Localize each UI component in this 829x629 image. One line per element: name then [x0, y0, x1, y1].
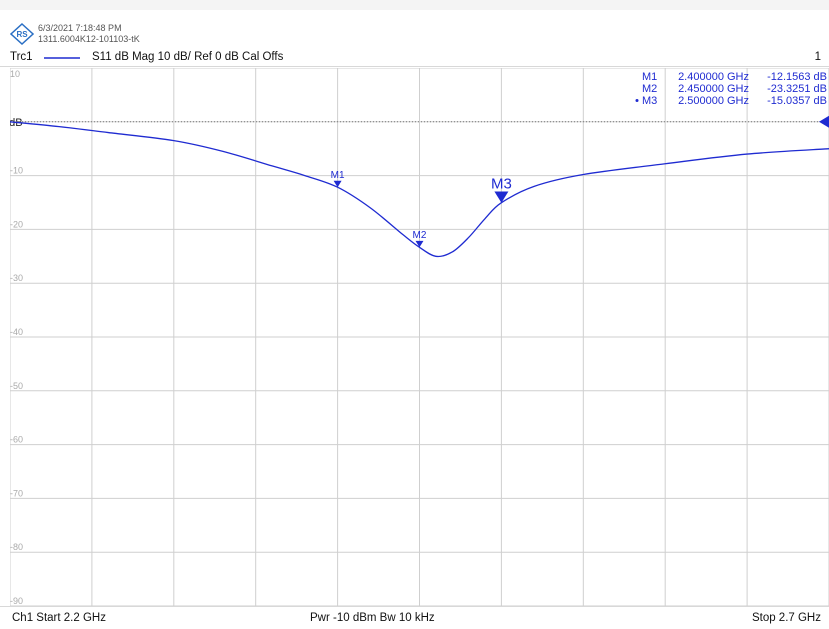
marker-m2-label: M2: [413, 230, 427, 241]
svg-text:RS: RS: [16, 30, 28, 39]
readout-marker-name[interactable]: M1: [642, 71, 657, 83]
marker-m3-icon[interactable]: [494, 191, 509, 203]
readout-marker-value: -12.1563 dB: [767, 71, 827, 83]
start-frequency[interactable]: Ch1 Start 2.2 GHz: [12, 612, 106, 624]
y-tick-label: -90: [10, 596, 23, 606]
readout-marker-value: -15.0357 dB: [767, 95, 827, 107]
channel-number: 1: [814, 51, 821, 63]
markers: M1 M2 M3: [331, 170, 512, 248]
active-marker-dot-icon: [635, 99, 639, 102]
trace-description[interactable]: S11 dB Mag 10 dB/ Ref 0 dB Cal Offs: [92, 51, 284, 63]
marker-readout: M1 2.400000 GHz -12.1563 dB M2 2.450000 GHz -…: [635, 71, 827, 107]
readout-marker-name[interactable]: M2: [642, 83, 657, 95]
trace-line-legend-icon: [44, 57, 80, 59]
readout-marker-name[interactable]: M3: [642, 95, 657, 107]
marker-m3-label: M3: [491, 175, 512, 192]
top-strip: [0, 0, 829, 10]
timestamp: 6/3/2021 7:18:48 PM: [38, 23, 122, 33]
trace-name[interactable]: Trc1: [10, 51, 33, 63]
y-tick-label: -50: [10, 381, 23, 391]
device-id: 1311.6004K12-101103-tK: [38, 34, 140, 44]
y-tick-label: -10: [10, 166, 23, 176]
header: RS 6/3/2021 7:18:48 PM 1311.6004K12-1011…: [0, 10, 829, 46]
trace-bar: Trc1 S11 dB Mag 10 dB/ Ref 0 dB Cal Offs…: [0, 48, 829, 67]
s11-plot[interactable]: 100 dB-10-20-30-40-50-60-70-80-90 M1M2M3…: [10, 68, 829, 606]
y-tick-label: -40: [10, 327, 23, 337]
rs-logo-icon: RS: [10, 23, 34, 45]
marker-m1-icon[interactable]: [333, 180, 342, 188]
y-tick-label: -70: [10, 488, 23, 498]
reference-arrow-icon: [819, 115, 829, 128]
readout-marker-value: -23.3251 dB: [767, 83, 827, 95]
footer: Ch1 Start 2.2 GHz Pwr -10 dBm Bw 10 kHz …: [0, 606, 829, 629]
marker-m1-label: M1: [331, 170, 345, 181]
power-bandwidth[interactable]: Pwr -10 dBm Bw 10 kHz: [310, 612, 435, 624]
readout-marker-frequency: 2.400000 GHz: [678, 71, 749, 83]
stop-frequency[interactable]: Stop 2.7 GHz: [751, 612, 821, 624]
y-tick-label: -20: [10, 219, 23, 229]
y-tick-label: -60: [10, 435, 23, 445]
timestamp-block: 6/3/2021 7:18:48 PM 1311.6004K12-101103-…: [38, 23, 140, 45]
y-tick-label: 10: [10, 69, 20, 79]
grid: [10, 68, 829, 606]
trace-line: [10, 121, 829, 258]
readout-marker-frequency: 2.450000 GHz: [678, 83, 749, 95]
y-tick-labels: 100 dB-10-20-30-40-50-60-70-80-90: [10, 69, 23, 606]
y-tick-label: -80: [10, 542, 23, 552]
marker-m2-icon[interactable]: [415, 240, 424, 248]
y-tick-label: -30: [10, 273, 23, 283]
readout-marker-frequency: 2.500000 GHz: [678, 95, 749, 107]
